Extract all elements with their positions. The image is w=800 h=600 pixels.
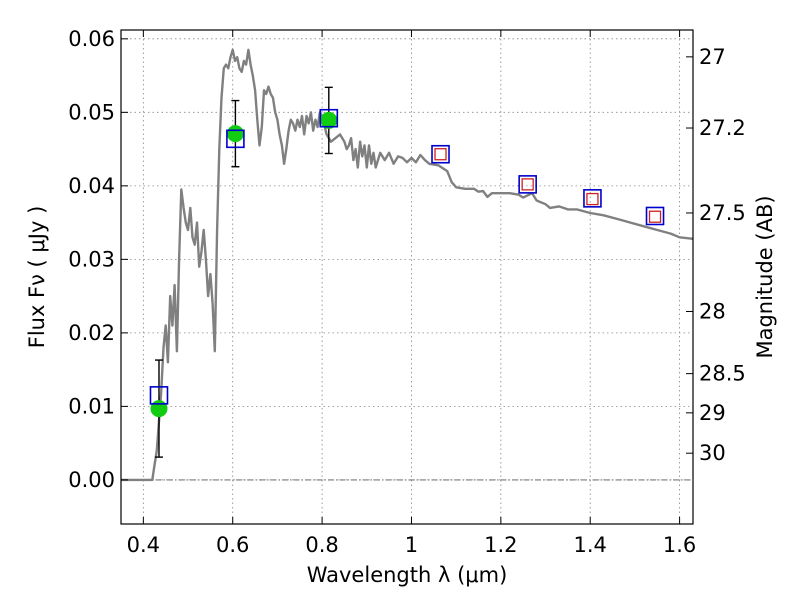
x-tick-label: 1.4	[574, 533, 607, 557]
x-tick-label: 0.8	[305, 533, 338, 557]
y-tick-label: 0.06	[68, 27, 115, 51]
observed-point	[150, 400, 168, 418]
y-tick-label: 0.04	[68, 174, 115, 198]
y-tick-label: 0.05	[68, 100, 115, 124]
y2-tick-label: 28.5	[699, 362, 746, 386]
model-spectrum-line	[121, 48, 693, 482]
model-photometry-square	[226, 129, 245, 149]
y2-tick-label: 29	[699, 401, 726, 425]
plot-clip-group	[121, 48, 693, 482]
y2-tick-label: 30	[699, 441, 726, 465]
model-spectrum	[121, 48, 693, 482]
y2-axis-ticks: 27 27.2 27.5 28 28.5 29 30	[686, 45, 746, 465]
y2-tick-label: 28	[699, 299, 726, 323]
model-photometry-square	[149, 386, 169, 405]
y2-tick-label: 27.2	[699, 116, 746, 140]
y2-tick-label: 27	[699, 45, 726, 69]
y-tick-label: 0.01	[68, 394, 115, 418]
x-axis-ticks: 0.4 0.6 0.8 1 1.2 1.4 1.6	[127, 30, 696, 557]
y2-axis-label: Magnitude (AB)	[753, 195, 777, 358]
model-photometry-inner-square	[521, 178, 534, 191]
y-axis-ticks: 0.00 0.01 0.02 0.03 0.04 0.05 0.06	[68, 27, 128, 492]
x-tick-label: 1.6	[663, 533, 696, 557]
model-photometry-inner-square	[586, 192, 599, 206]
model-photometry-square	[319, 108, 339, 128]
model-photometry-square	[518, 175, 537, 194]
y-tick-label: 0.02	[68, 321, 115, 345]
plot-frame	[120, 29, 694, 525]
x-axis-label: Wavelength λ (μm)	[307, 563, 508, 587]
y2-tick-label: 27.5	[699, 201, 746, 225]
x-tick-label: 0.6	[216, 533, 249, 557]
y-axis-label: Flux Fν ( μJy )	[25, 206, 49, 349]
model-photometry-square	[431, 144, 450, 164]
model-photometry-square	[583, 189, 602, 208]
photometry-markers	[149, 86, 665, 458]
model-photometry-square	[645, 206, 665, 226]
model-photometry-inner-square	[648, 210, 662, 223]
model-photometry-inner-square	[434, 148, 447, 161]
y-tick-label: 0.03	[68, 247, 115, 271]
observed-point	[226, 125, 244, 143]
x-tick-label: 0.4	[127, 533, 160, 557]
y-tick-label: 0.00	[68, 468, 115, 492]
x-tick-label: 1	[405, 533, 418, 557]
x-tick-label: 1.2	[484, 533, 517, 557]
